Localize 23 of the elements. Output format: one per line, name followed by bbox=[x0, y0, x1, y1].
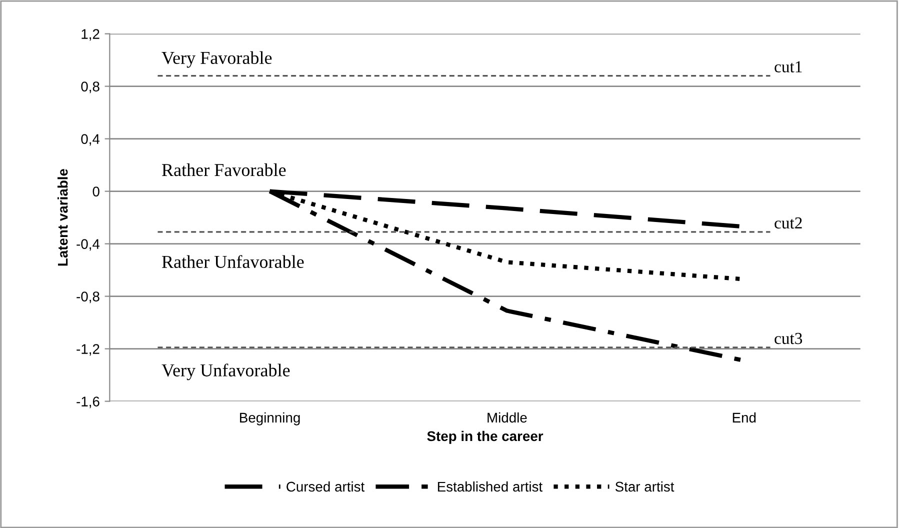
ref-line-label: cut3 bbox=[774, 332, 802, 344]
y-tick-label: -1,2 bbox=[76, 344, 100, 356]
annotation: Very Unfavorable bbox=[162, 364, 290, 380]
legend-label: Cursed artist bbox=[286, 481, 365, 492]
y-axis-title: Latent variable bbox=[58, 168, 68, 266]
ref-line-label: cut1 bbox=[774, 61, 802, 72]
y-tick-label: -0,8 bbox=[76, 292, 100, 304]
y-tick-label: -0,4 bbox=[76, 239, 100, 251]
x-tick-label: Middle bbox=[488, 412, 527, 423]
y-tick-label: 0 bbox=[92, 186, 100, 196]
x-axis-title: Step in the career bbox=[427, 430, 544, 444]
x-tick-label: Beginning bbox=[240, 412, 300, 426]
annotation: Rather Unfavorable bbox=[162, 255, 304, 268]
annotation: Very Favorable bbox=[162, 51, 272, 68]
y-tick-label: -1,6 bbox=[76, 396, 100, 408]
ref-line-label: cut2 bbox=[774, 217, 802, 229]
y-tick-label: 0,4 bbox=[81, 134, 100, 146]
y-tick-label: 1,2 bbox=[82, 29, 100, 41]
y-tick-label: 0,8 bbox=[81, 82, 100, 94]
x-tick-label: End bbox=[732, 412, 756, 423]
legend-label: Established artist bbox=[438, 481, 542, 492]
legend-label: Star artist bbox=[615, 481, 674, 492]
annotation: Rather Favorable bbox=[162, 163, 286, 176]
